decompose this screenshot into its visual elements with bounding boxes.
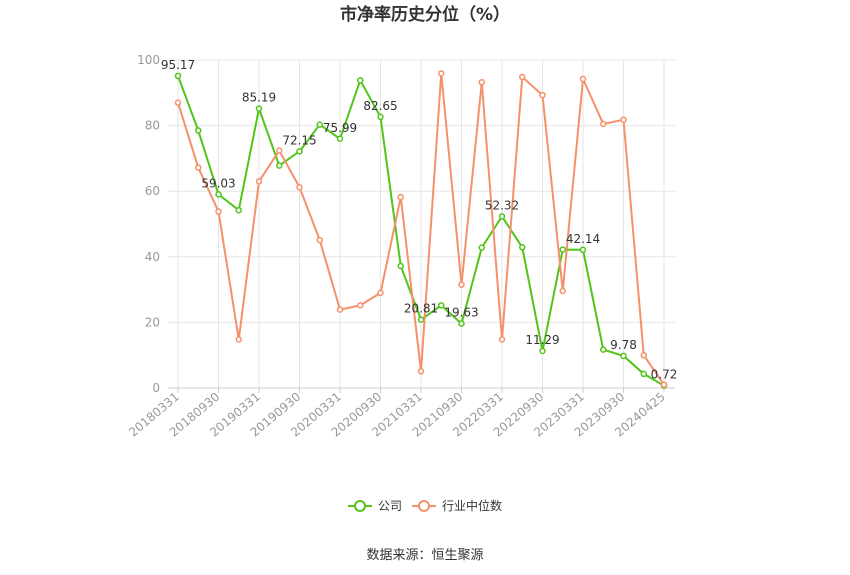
- series-1-point-3: [235, 336, 242, 343]
- chart-title: 市净率历史分位（%）: [340, 4, 510, 25]
- series-0-point-19: [559, 246, 566, 253]
- series-0-point-10: [377, 113, 384, 121]
- series-0-point-12: [417, 316, 425, 323]
- series-0-point-21: [600, 346, 607, 353]
- series-0-point-0: [174, 72, 182, 80]
- series-0-point-7: [316, 121, 323, 128]
- series-layer: [174, 70, 668, 389]
- series-1-point-2: [215, 208, 222, 215]
- data-label-0-2: 59.03: [201, 176, 235, 190]
- series-1-point-20: [579, 75, 587, 83]
- series-0-point-17: [519, 244, 526, 251]
- series-0-point-23: [640, 370, 647, 378]
- series-1-point-21: [600, 120, 607, 128]
- series-1-point-8: [336, 306, 344, 313]
- data-label-0-18: 11.29: [525, 333, 559, 347]
- series-1-point-22: [620, 116, 627, 123]
- series-1-point-15: [478, 79, 485, 86]
- legend-swatch-industry-marker: [418, 500, 430, 512]
- series-0-point-11: [397, 262, 404, 270]
- series-1-point-5: [276, 147, 283, 154]
- series-1-point-16: [498, 336, 506, 343]
- legend-label-industry-median: 行业中位数: [442, 498, 502, 513]
- legend-swatch-company-marker: [354, 500, 366, 512]
- series-1-point-9: [357, 302, 364, 309]
- y-tick-label-20: 20: [145, 315, 160, 329]
- legend[interactable]: 公司 行业中位数: [348, 498, 502, 513]
- series-1-point-11: [397, 193, 404, 201]
- series-1-point-0: [174, 99, 182, 106]
- gridlines: [168, 59, 675, 388]
- data-label-0-10: 82.65: [363, 99, 397, 113]
- data-label-0-4: 85.19: [242, 91, 276, 105]
- series-1-point-13: [438, 70, 445, 77]
- series-0-point-1: [195, 127, 202, 134]
- series-1-point-14: [458, 281, 465, 288]
- legend-label-company: 公司: [378, 499, 402, 513]
- series-0-point-6: [296, 148, 303, 155]
- y-tick-label-80: 80: [145, 119, 160, 133]
- series-0-point-9: [357, 77, 364, 84]
- data-label-0-24: 0.72: [651, 368, 678, 382]
- y-tick-label-100: 100: [137, 53, 160, 67]
- data-label-0-8: 75.99: [323, 121, 357, 135]
- series-1-point-10: [377, 289, 384, 297]
- series-1-point-17: [519, 73, 526, 81]
- series-1-point-6: [296, 184, 303, 191]
- y-tick-label-60: 60: [145, 184, 160, 198]
- y-tick-label-0: 0: [152, 381, 160, 395]
- data-labels: 95.17 59.03 85.19 72.15 75.99 82.65 20.81 19.63…: [161, 58, 678, 382]
- series-0-point-2: [215, 191, 222, 198]
- series-1-point-4: [255, 178, 263, 185]
- series-1-point-23: [640, 351, 647, 359]
- data-label-0-6: 72.15: [282, 133, 316, 147]
- series-0-point-3: [235, 206, 242, 214]
- series-0-point-20: [579, 246, 587, 254]
- series-0-point-8: [336, 135, 344, 143]
- series-1-point-18: [539, 91, 546, 99]
- legend-item-industry-median[interactable]: 行业中位数: [412, 498, 502, 513]
- series-0-point-18: [539, 347, 546, 355]
- series-0-point-14: [458, 320, 465, 327]
- source-note: 数据来源：恒生聚源: [366, 548, 483, 563]
- series-1-point-1: [195, 164, 202, 171]
- series-0-point-13: [438, 302, 445, 309]
- data-label-0-20: 42.14: [566, 232, 600, 246]
- series-1-point-19: [559, 287, 566, 295]
- y-tick-label-40: 40: [145, 250, 160, 264]
- axes: 0204060801002018033120180930201903312019…: [126, 53, 675, 440]
- data-label-0-14: 19.63: [444, 306, 478, 320]
- series-0-point-5: [276, 162, 283, 169]
- series-0-point-15: [478, 244, 485, 251]
- series-1-point-12: [417, 368, 425, 375]
- series-0-point-4: [255, 105, 263, 112]
- data-label-0-0: 95.17: [161, 58, 195, 72]
- data-label-0-16: 52.32: [485, 198, 519, 212]
- data-label-0-12: 20.81: [404, 302, 438, 316]
- series-0-point-22: [620, 352, 627, 360]
- data-label-0-22: 9.78: [610, 338, 637, 352]
- series-1-point-24: [660, 381, 668, 388]
- legend-item-company[interactable]: 公司: [348, 499, 402, 513]
- series-1-point-7: [316, 236, 323, 244]
- series-0-point-16: [498, 213, 506, 220]
